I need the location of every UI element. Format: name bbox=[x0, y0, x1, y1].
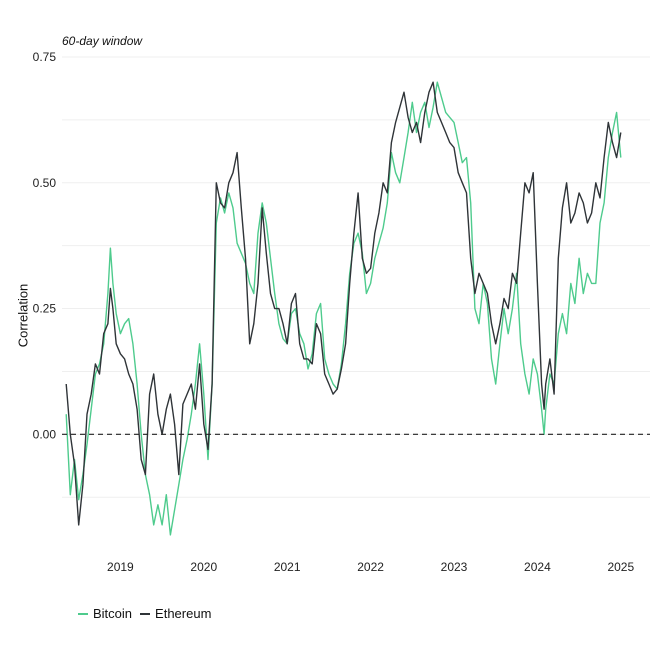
legend: Bitcoin Ethereum bbox=[78, 606, 219, 621]
y-tick-label: 0.25 bbox=[33, 302, 57, 316]
legend-item-bitcoin: Bitcoin bbox=[78, 606, 132, 621]
legend-swatch-ethereum bbox=[140, 612, 151, 615]
x-axis-ticks: 2019 2020 2021 2022 2023 2024 2025 bbox=[107, 560, 634, 574]
y-tick-label: 0.50 bbox=[33, 176, 57, 190]
legend-label-ethereum: Ethereum bbox=[155, 606, 212, 621]
x-tick-label: 2022 bbox=[357, 560, 384, 574]
x-tick-label: 2021 bbox=[274, 560, 301, 574]
x-tick-label: 2020 bbox=[190, 560, 217, 574]
y-tick-label: 0.00 bbox=[33, 427, 57, 441]
series-line-ethereum bbox=[65, 81, 622, 526]
x-tick-label: 2024 bbox=[524, 560, 551, 574]
y-axis-label-wrap: Correlation bbox=[12, 284, 32, 348]
y-axis-ticks: 0.00 0.25 0.50 0.75 bbox=[33, 50, 57, 441]
y-axis-label: Correlation bbox=[15, 283, 31, 348]
gridlines bbox=[62, 56, 650, 498]
series-lines bbox=[65, 81, 622, 536]
x-tick-label: 2023 bbox=[441, 560, 468, 574]
legend-swatch-bitcoin bbox=[78, 612, 88, 615]
series-line-bitcoin bbox=[65, 81, 622, 536]
x-tick-label: 2025 bbox=[607, 560, 634, 574]
legend-item-ethereum: Ethereum bbox=[140, 606, 211, 621]
x-tick-label: 2019 bbox=[107, 560, 134, 574]
legend-label-bitcoin: Bitcoin bbox=[93, 606, 133, 621]
y-tick-label: 0.75 bbox=[33, 50, 57, 64]
chart-subtitle: 60-day window bbox=[62, 34, 143, 48]
